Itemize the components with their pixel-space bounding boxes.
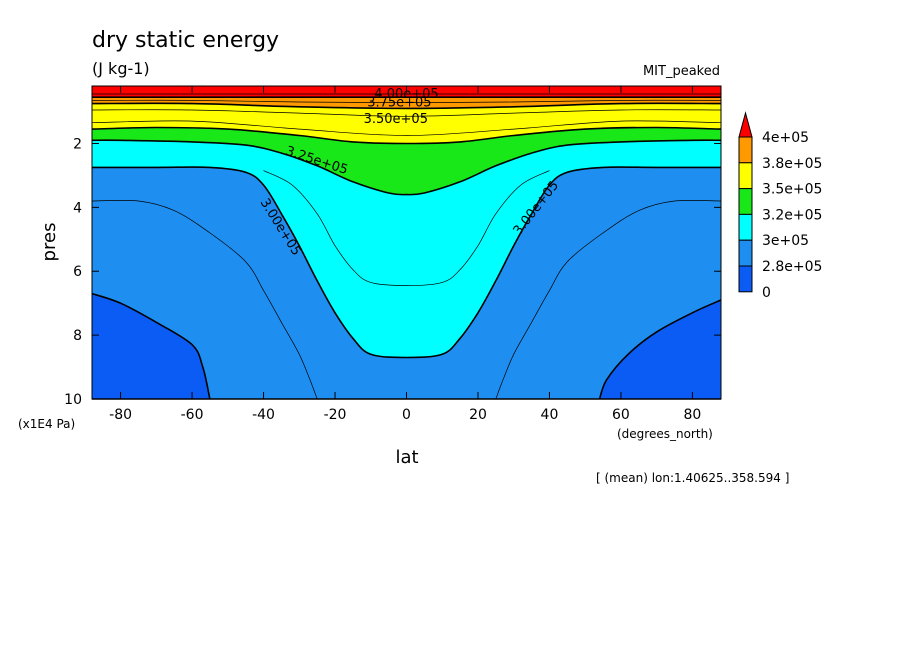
- x-tick-label: -20: [324, 407, 347, 423]
- colorbar: 4e+05 3.8e+05 3.5e+05 3.2e+05 3e+05 2.8e+05 0: [738, 111, 822, 301]
- chart-title: dry static energy: [92, 28, 279, 53]
- colorbar-box: [738, 239, 753, 267]
- x-tick-label: 0: [402, 407, 411, 423]
- y-tick-label: 6: [73, 264, 82, 280]
- contour-line: [92, 166, 721, 359]
- x-tick-label: 40: [541, 407, 559, 423]
- y-axis-label: pres: [39, 223, 60, 262]
- contour-lines: [91, 93, 722, 400]
- y-tick-label: 8: [73, 328, 82, 344]
- x-axis-label: lat: [395, 447, 418, 468]
- colorbar-label: 3.5e+05: [762, 182, 822, 198]
- footnote: [ (mean) lon:1.40625..358.594 ]: [596, 471, 789, 485]
- contour-line: [91, 139, 722, 196]
- colorbar-box: [738, 136, 753, 164]
- contour-line-thin: [91, 109, 722, 117]
- y-axis-unit: (x1E4 Pa): [18, 417, 75, 431]
- colorbar-label: 3e+05: [762, 233, 809, 249]
- contour-line: [598, 299, 722, 400]
- plot-area: 4.00e+053.75e+053.50e+053.25e+053.00e+05…: [91, 85, 722, 400]
- x-tick-label: 20: [469, 407, 487, 423]
- colorbar-box: [738, 213, 753, 241]
- contour-line-thin: [91, 120, 722, 136]
- y-axis-ticks: 2 4 6 8 10: [64, 136, 721, 408]
- colorbar-box: [738, 188, 753, 215]
- colorbar-label: 3.8e+05: [762, 156, 822, 172]
- x-tick-label: 60: [612, 407, 630, 423]
- y-tick-label: 2: [73, 136, 82, 152]
- colorbar-box: [738, 162, 753, 190]
- colorbar-box: [738, 265, 753, 293]
- contour-line-thin: [91, 199, 318, 400]
- contour-line: [91, 126, 722, 145]
- contour-band-level-1: [92, 167, 721, 399]
- x-tick-label: 80: [683, 407, 701, 423]
- colorbar-label: 3.2e+05: [762, 207, 822, 223]
- contour-fills: [92, 86, 721, 399]
- run-name: MIT_peaked: [643, 64, 720, 79]
- y-tick-label: 10: [64, 392, 82, 408]
- x-tick-label: -80: [109, 407, 132, 423]
- x-axis-ticks: -80 -60 -40 -20 0 20 40 60 80: [109, 86, 701, 423]
- contour-patch-0: [92, 293, 210, 399]
- x-tick-label: -60: [181, 407, 204, 423]
- contour-label: 3.75e+05: [367, 95, 431, 110]
- x-axis-unit: (degrees_north): [617, 427, 713, 441]
- contour-line-thin: [263, 170, 550, 286]
- colorbar-label: 4e+05: [762, 130, 809, 146]
- contour-patch-1: [599, 300, 721, 399]
- colorbar-label: 2.8e+05: [762, 259, 822, 275]
- contour-label: 4.00e+05: [374, 87, 438, 102]
- contour-line: [91, 102, 722, 110]
- colorbar-arrow: [738, 111, 753, 138]
- colorbar-label: 0: [762, 285, 771, 301]
- x-tick-label: -40: [252, 407, 275, 423]
- chart-units: (J kg-1): [92, 59, 150, 78]
- contour-line-thin: [91, 99, 722, 103]
- contour-line: [91, 292, 211, 400]
- y-tick-label: 4: [73, 200, 82, 216]
- contour-label: 3.50e+05: [364, 112, 428, 127]
- contour-line-thin: [495, 199, 722, 400]
